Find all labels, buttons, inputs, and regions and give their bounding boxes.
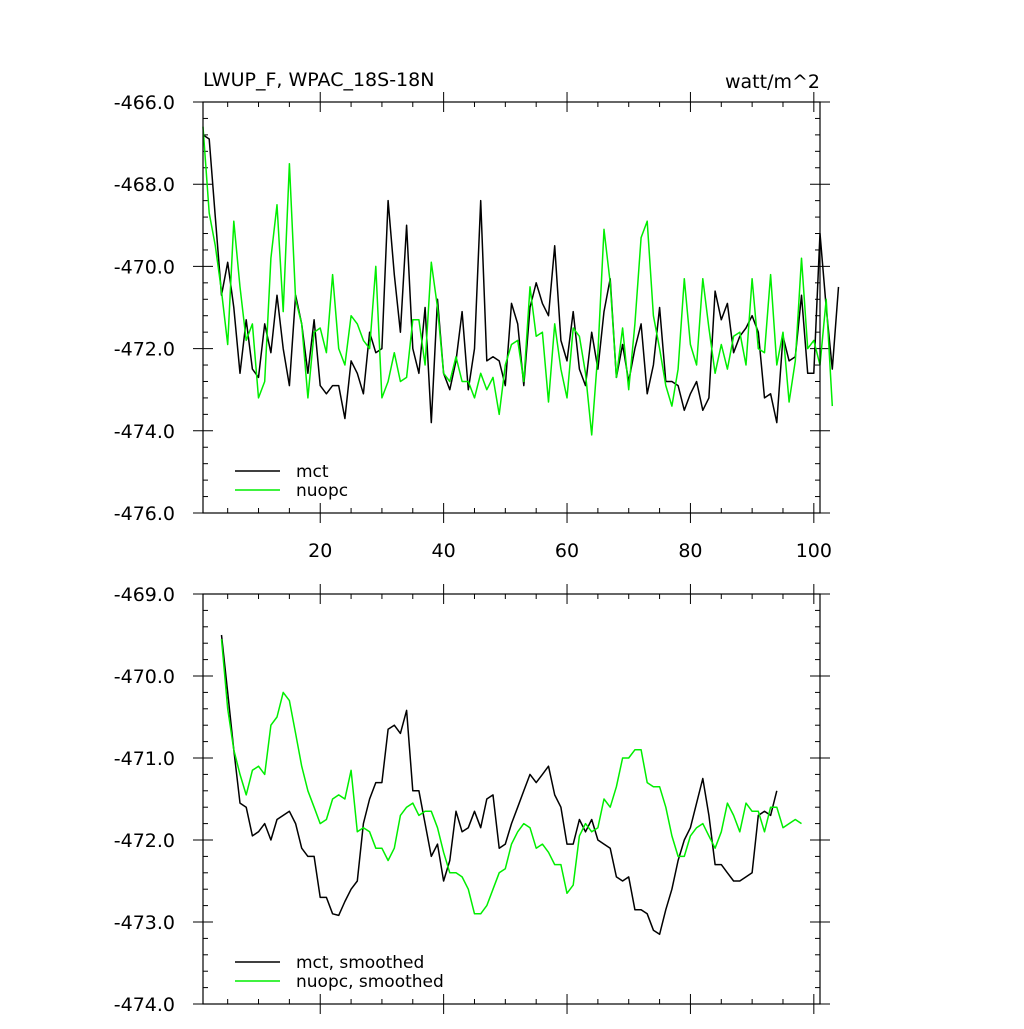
series-line-mct-smoothed: [220, 634, 778, 936]
x-tick-label: 20: [308, 540, 332, 562]
y-tick-label: -474.0: [114, 421, 175, 443]
y-tick-label: -474.0: [114, 994, 175, 1016]
series-line-nuopc-smoothed: [220, 639, 802, 915]
top-panel-x-tick-labels: 20 40 60 80 100: [308, 540, 832, 562]
y-tick-label: -468.0: [114, 174, 175, 196]
bottom-panel-legend: mct, smoothed nuopc, smoothed: [235, 953, 444, 992]
top-panel-frame: [202, 101, 821, 514]
x-tick-label: 80: [678, 540, 702, 562]
top-panel-y-tick-labels: -476.0 -474.0 -472.0 -470.0 -468.0 -466.0: [114, 92, 175, 525]
x-tick-label: 100: [796, 540, 832, 562]
legend-label-mct: mct: [296, 462, 329, 482]
y-tick-label: -470.0: [114, 256, 175, 278]
y-tick-label: -472.0: [114, 830, 175, 852]
y-tick-label: -466.0: [114, 92, 175, 114]
top-panel-units: watt/m^2: [725, 71, 820, 93]
bottom-panel: -474.0 -473.0 -472.0 -471.0 -470.0 -469.0 mct…: [114, 584, 830, 1016]
y-tick-label: -471.0: [114, 748, 175, 770]
top-panel-series-lines: [202, 126, 840, 436]
bottom-panel-y-tick-labels: -474.0 -473.0 -472.0 -471.0 -470.0 -469.0: [114, 584, 175, 1016]
y-tick-label: -473.0: [114, 912, 175, 934]
legend-label-nuopc: nuopc: [296, 481, 348, 501]
legend-label-mct-smoothed: mct, smoothed: [296, 953, 424, 973]
y-tick-label: -472.0: [114, 339, 175, 361]
y-tick-label: -476.0: [114, 503, 175, 525]
x-tick-label: 40: [432, 540, 456, 562]
y-tick-label: -470.0: [114, 666, 175, 688]
bottom-panel-frame: [202, 593, 821, 1005]
top-panel-legend: mct nuopc: [235, 462, 348, 501]
bottom-panel-series-lines: [220, 634, 802, 936]
series-line-nuopc: [202, 126, 834, 436]
x-tick-label: 60: [555, 540, 579, 562]
top-panel: LWUP_F, WPAC_18S-18N watt/m^2 -476.0 -474…: [114, 69, 840, 562]
y-tick-label: -469.0: [114, 584, 175, 606]
top-panel-title: LWUP_F, WPAC_18S-18N: [203, 69, 434, 91]
legend-label-nuopc-smoothed: nuopc, smoothed: [296, 972, 444, 992]
